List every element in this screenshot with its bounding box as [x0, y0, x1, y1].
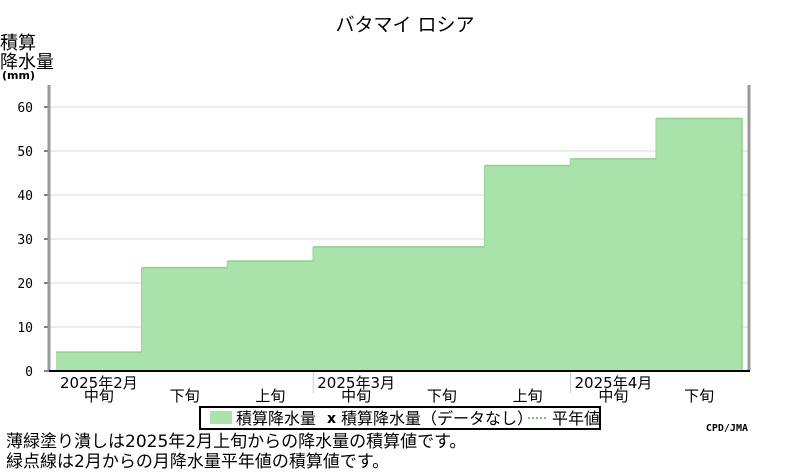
legend-missing-label: 積算降水量（データなし） — [341, 409, 533, 428]
area-segment — [484, 165, 571, 371]
y-tick-label: 10 — [17, 321, 33, 336]
y-tick-label: 60 — [17, 101, 33, 116]
note-normal-line-description: 緑点線は2月からの月降水量平年値の積算値です。 — [6, 452, 390, 472]
x-tick-dekad-label: 中旬 — [598, 387, 628, 405]
x-tick-dekad-label: 下旬 — [684, 387, 714, 405]
y-tick-label: 40 — [17, 189, 33, 204]
credit-text: CPD/JMA — [706, 423, 748, 434]
y-axis-label-line-2: 降水量 — [0, 52, 54, 73]
x-tick-month-label: 2025年3月 — [317, 374, 395, 392]
x-tick-dekad-label: 下旬 — [427, 387, 457, 405]
x-tick-dekad-label: 上旬 — [513, 387, 543, 405]
y-tick-label: 20 — [17, 277, 33, 292]
area-segment — [656, 118, 743, 371]
x-axis-ticks: 中旬 下旬 上旬 中旬 下旬 上旬 中旬 下旬 2025年2月 2025年3月 2025年4月 — [60, 371, 714, 405]
area-segment — [570, 158, 657, 371]
area-segment — [399, 246, 486, 371]
area-segment — [141, 267, 228, 371]
data-area — [56, 117, 743, 371]
y-axis-label-line-1: 積算 — [0, 33, 36, 54]
x-tick-dekad-label: 上旬 — [255, 387, 285, 405]
legend-box — [199, 406, 601, 430]
area-outline — [656, 117, 743, 371]
y-tick-label: 30 — [17, 233, 33, 248]
note-filled-description: 薄緑塗り潰しは2025年2月上旬からの降水量の積算値です。 — [6, 432, 467, 452]
legend: 積算降水量 x 積算降水量（データなし） 平年値 — [199, 406, 601, 430]
chart-title: バタマイ ロシア — [335, 14, 474, 36]
area-segment — [313, 246, 400, 371]
x-tick-month-label: 2025年4月 — [575, 374, 653, 392]
legend-marker-x: x — [327, 411, 336, 427]
x-tick-dekad-label: 中旬 — [84, 387, 114, 405]
x-tick-month-label: 2025年2月 — [60, 374, 138, 392]
y-tick-label: 50 — [17, 145, 33, 160]
legend-line-label: 平年値 — [552, 409, 600, 428]
legend-filled-label: 積算降水量 — [236, 409, 316, 428]
y-axis-label-unit: (mm) — [2, 69, 35, 82]
area-segment — [56, 352, 143, 371]
area-segment — [227, 261, 314, 371]
legend-swatch-filled — [210, 411, 232, 424]
x-tick-dekad-label: 中旬 — [341, 387, 371, 405]
y-tick-label: 0 — [25, 365, 33, 380]
x-tick-dekad-label: 下旬 — [170, 387, 200, 405]
y-axis-ticks: 0 10 20 30 40 50 60 — [17, 101, 49, 380]
